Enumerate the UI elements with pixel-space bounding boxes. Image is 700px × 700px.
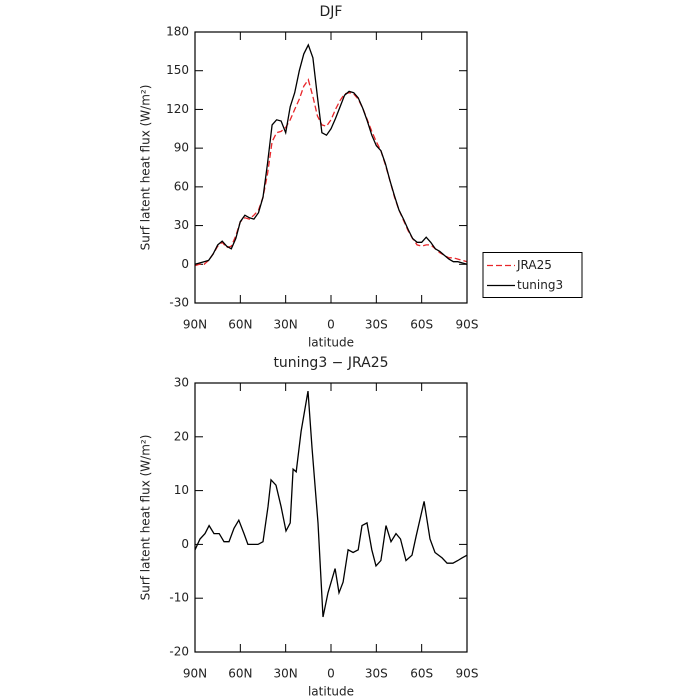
x-tick-label: 30S	[365, 318, 388, 332]
x-tick-label: 90S	[456, 318, 479, 332]
x-axis-label: latitude	[308, 685, 354, 699]
y-tick-label: -30	[169, 296, 189, 310]
x-tick-label: 90S	[456, 667, 479, 681]
legend-box	[482, 252, 583, 298]
y-axis-label: Surf latent heat flux (W/m²)	[139, 435, 153, 601]
x-tick-label: 0	[327, 667, 335, 681]
chart-title: DJF	[320, 4, 343, 20]
y-tick-label: 150	[166, 63, 189, 77]
x-tick-label: 30S	[365, 667, 388, 681]
y-axis-label: Surf latent heat flux (W/m²)	[139, 85, 153, 251]
x-tick-label: 90N	[183, 318, 207, 332]
x-tick-label: 30N	[274, 318, 298, 332]
y-tick-label: 60	[174, 179, 189, 193]
x-tick-label: 60N	[228, 667, 252, 681]
y-tick-label: 180	[166, 25, 189, 39]
y-tick-label: 120	[166, 102, 189, 116]
x-tick-label: 60S	[410, 667, 433, 681]
plot-frame	[194, 31, 468, 304]
y-tick-label: 20	[174, 429, 189, 443]
y-tick-label: 0	[181, 537, 189, 551]
legend-label: JRA25	[516, 258, 552, 272]
x-tick-label: 90N	[183, 667, 207, 681]
chart-title: tuning3 − JRA25	[273, 355, 388, 371]
y-tick-label: -20	[169, 645, 189, 659]
data-line	[194, 390, 468, 618]
plot-frame	[194, 382, 468, 653]
y-tick-label: 0	[181, 257, 189, 271]
legend: JRA25 tuning3	[482, 252, 583, 298]
data-line	[194, 43, 468, 265]
y-tick-label: 30	[174, 218, 189, 232]
x-tick-label: 60N	[228, 318, 252, 332]
x-tick-label: 30N	[274, 667, 298, 681]
y-tick-label: 10	[174, 483, 189, 497]
x-tick-label: 60S	[410, 318, 433, 332]
y-tick-label: 30	[174, 376, 189, 390]
x-axis-label: latitude	[308, 336, 354, 350]
x-tick-label: 0	[327, 318, 335, 332]
y-tick-label: 90	[174, 141, 189, 155]
legend-label: tuning3	[517, 278, 563, 292]
y-tick-label: -10	[169, 591, 189, 605]
